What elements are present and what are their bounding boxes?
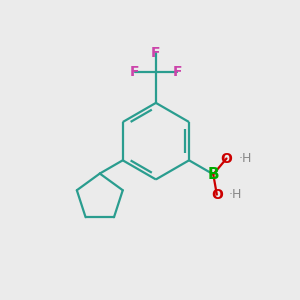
Text: ·H: ·H [238, 152, 252, 165]
Text: F: F [172, 65, 182, 79]
Text: B: B [208, 167, 219, 182]
Text: O: O [211, 188, 223, 202]
Text: O: O [220, 152, 232, 166]
Text: F: F [151, 46, 160, 60]
Text: F: F [130, 65, 140, 79]
Text: ·H: ·H [229, 188, 242, 201]
